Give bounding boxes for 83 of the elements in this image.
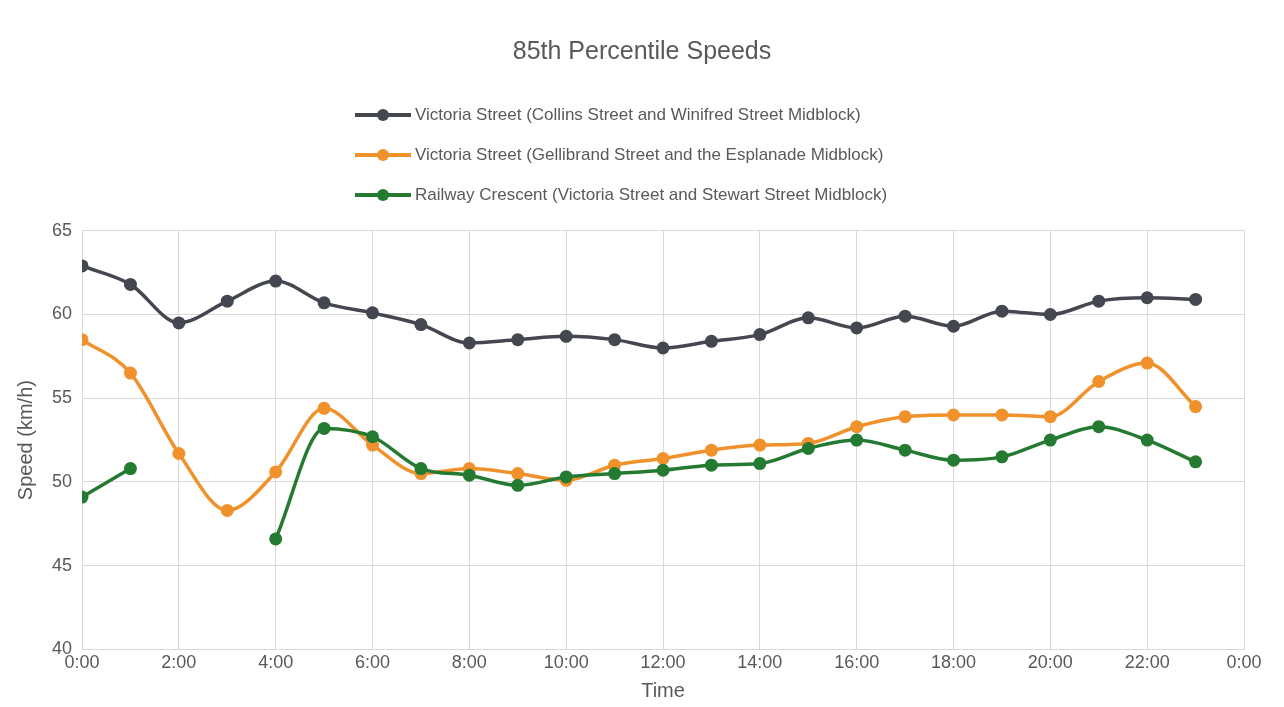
- point: [995, 304, 1009, 318]
- x-tick-label: 8:00: [451, 652, 487, 673]
- point: [608, 333, 622, 347]
- point: [1140, 356, 1154, 370]
- point: [511, 467, 525, 481]
- point: [704, 443, 718, 457]
- point: [414, 318, 428, 332]
- y-axis-title: Speed (km/h): [13, 380, 36, 501]
- point: [850, 321, 864, 335]
- point: [850, 420, 864, 434]
- point: [1043, 308, 1057, 322]
- x-tick-label: 0:00: [1226, 652, 1262, 673]
- point: [1189, 455, 1203, 469]
- point: [753, 328, 767, 342]
- x-tick-label: 6:00: [354, 652, 391, 673]
- point: [317, 421, 331, 435]
- point: [704, 458, 718, 472]
- point: [1092, 420, 1106, 434]
- point: [995, 408, 1009, 422]
- point: [608, 467, 622, 481]
- point: [172, 316, 186, 330]
- point: [995, 450, 1009, 464]
- x-tick-label: 10:00: [543, 652, 589, 673]
- x-tick-label: 22:00: [1124, 652, 1170, 673]
- x-tick-label: 16:00: [834, 652, 880, 673]
- point: [1140, 433, 1154, 447]
- y-tick-label: 65: [51, 219, 73, 240]
- point: [947, 319, 961, 333]
- legend-label: Victoria Street (Collins Street and Winifred Street Midblock): [415, 105, 861, 125]
- point: [123, 366, 137, 380]
- y-tick-label: 45: [51, 554, 73, 575]
- x-tick-label: 4:00: [258, 652, 294, 673]
- point: [511, 333, 525, 347]
- point: [269, 532, 283, 546]
- x-tick-label: 2:00: [161, 652, 197, 673]
- point: [656, 463, 670, 477]
- point: [123, 462, 137, 476]
- point: [947, 453, 961, 467]
- y-tick-label: 55: [51, 387, 73, 408]
- y-tick-label: 60: [51, 303, 73, 324]
- point: [462, 336, 476, 350]
- x-tick-label: 20:00: [1027, 652, 1073, 673]
- point: [753, 438, 767, 452]
- point: [1140, 291, 1154, 305]
- point: [850, 433, 864, 447]
- x-tick-label: 18:00: [930, 652, 977, 673]
- y-tick-label: 50: [51, 470, 73, 491]
- chart-title: 85th Percentile Speeds: [511, 36, 773, 65]
- point: [172, 447, 186, 460]
- point: [1092, 294, 1106, 308]
- point: [1189, 400, 1203, 414]
- x-axis-title: Time: [641, 678, 685, 701]
- point: [898, 410, 912, 424]
- point: [269, 465, 283, 479]
- point: [511, 478, 525, 492]
- point: [753, 457, 767, 471]
- point: [559, 329, 573, 343]
- point: [1043, 433, 1057, 447]
- point: [1189, 292, 1203, 306]
- point: [898, 443, 912, 457]
- point: [462, 468, 476, 482]
- point: [220, 294, 234, 308]
- point: [947, 408, 961, 422]
- point: [366, 306, 380, 320]
- point: [801, 441, 815, 455]
- legend-label: Victoria Street (Gellibrand Street and the Esplanade Midblock): [415, 145, 884, 165]
- legend-label: Railway Crescent (Victoria Street and Stewart Street Midblock): [415, 185, 888, 205]
- point: [801, 311, 815, 325]
- point: [656, 341, 670, 355]
- point: [317, 296, 331, 310]
- point: [123, 277, 137, 291]
- point: [269, 274, 283, 288]
- point: [317, 401, 331, 415]
- point: [366, 430, 380, 444]
- point: [1092, 375, 1106, 388]
- x-tick-label: 12:00: [640, 652, 686, 673]
- point: [656, 452, 670, 466]
- point: [220, 503, 234, 517]
- point: [1043, 410, 1057, 424]
- point: [704, 334, 718, 348]
- point: [414, 462, 428, 476]
- point: [898, 309, 912, 323]
- x-tick-label: 14:00: [737, 652, 783, 673]
